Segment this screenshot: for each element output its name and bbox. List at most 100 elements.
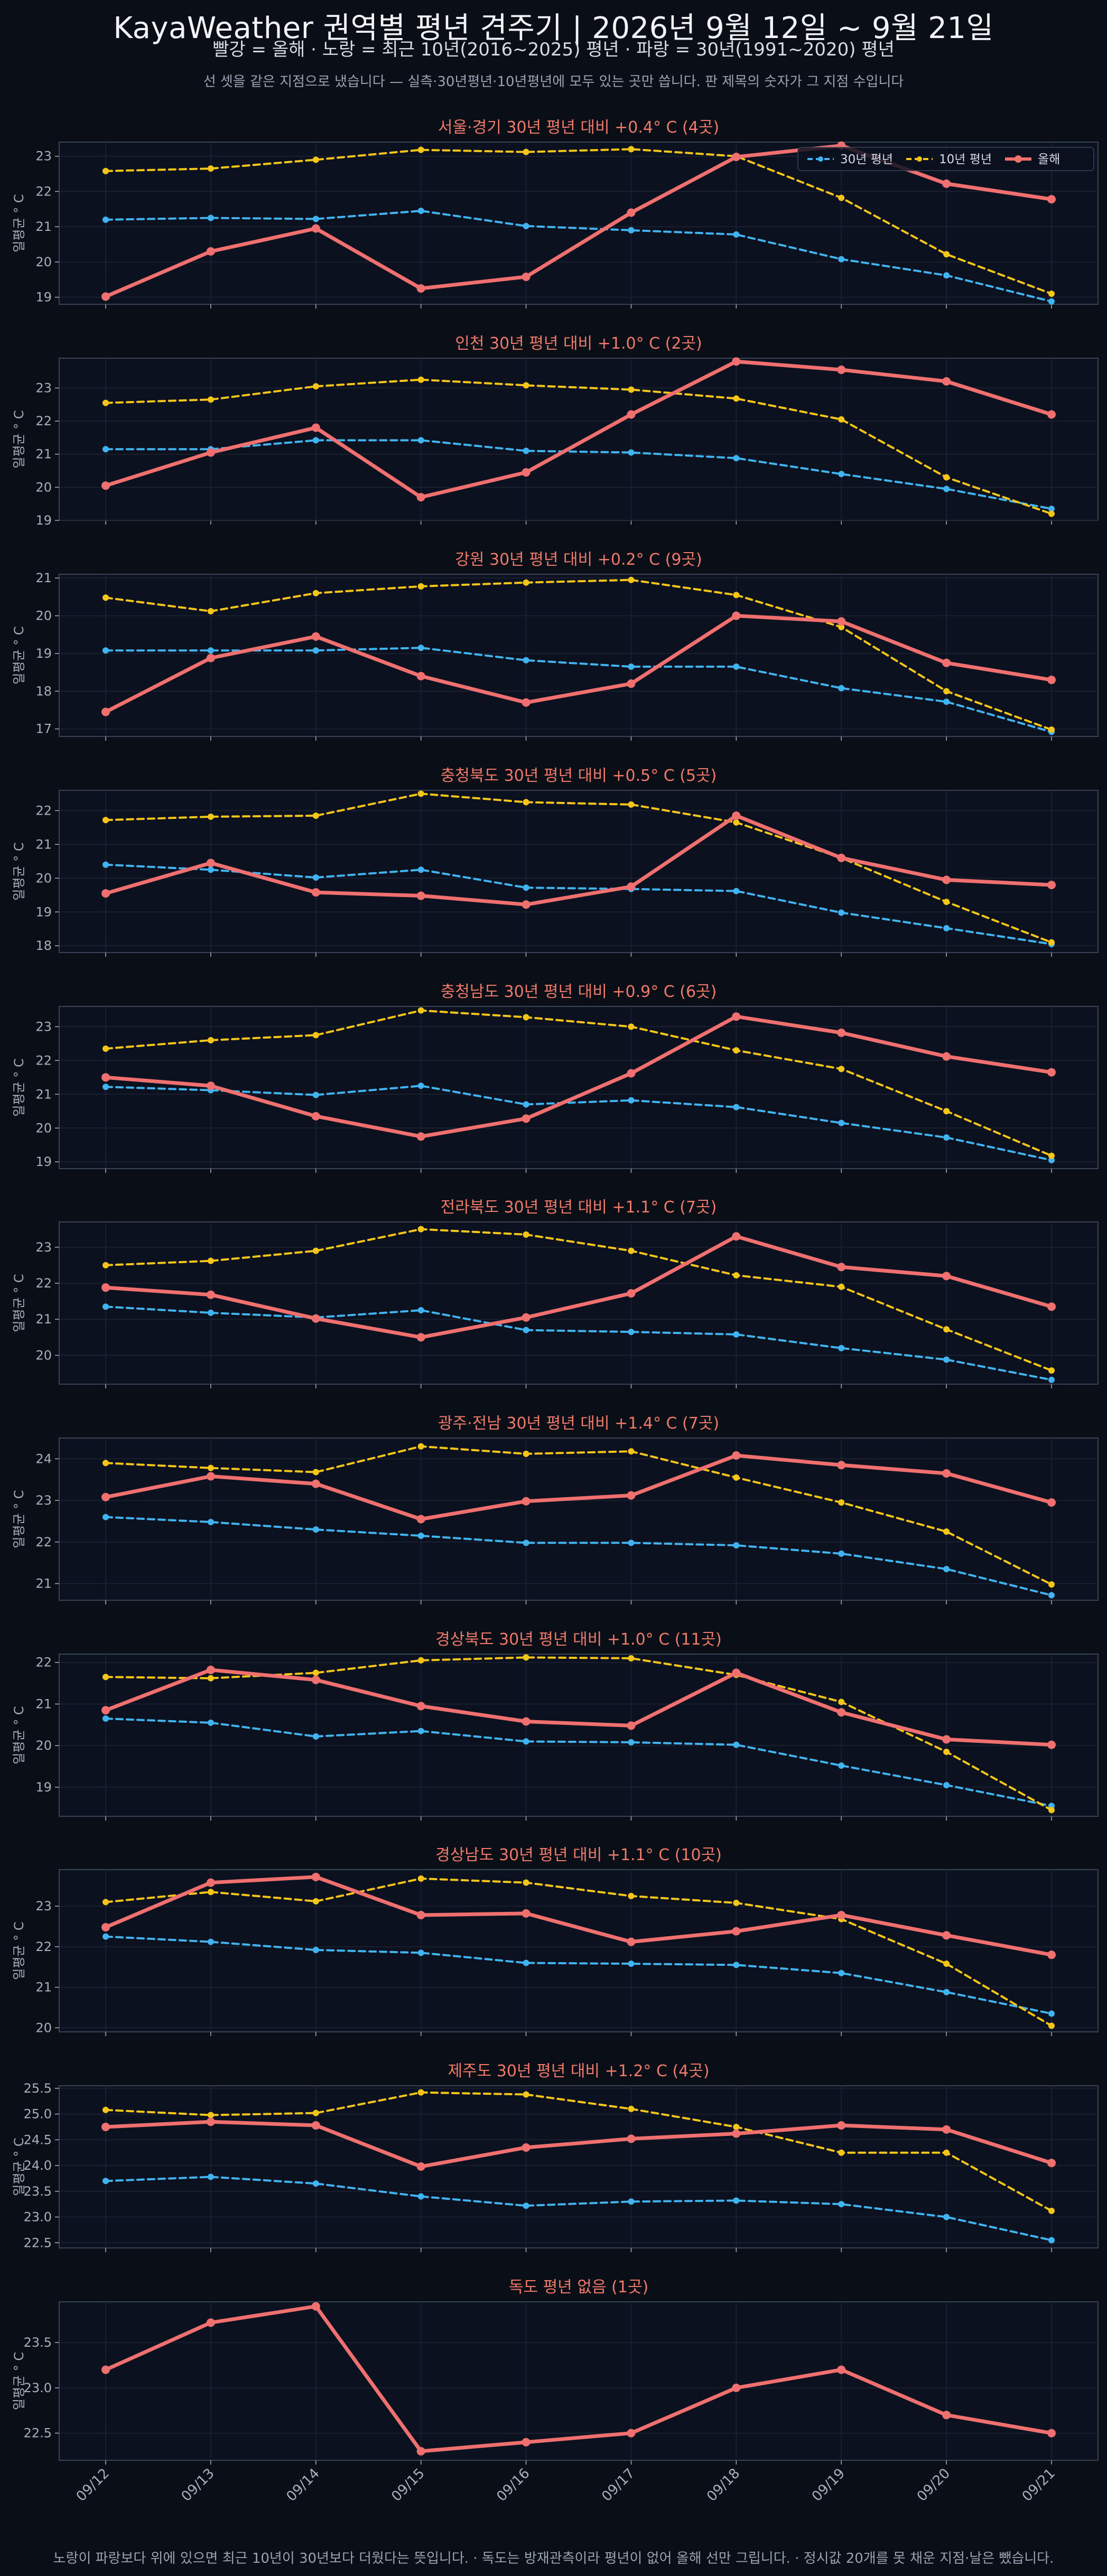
x-tick-label: 09/21 (1019, 2466, 1058, 2505)
normal-30y-point (628, 1097, 635, 1104)
normal-10y-point (103, 2106, 109, 2113)
this-year-point (1047, 1302, 1056, 1311)
this-year-point (942, 658, 951, 667)
normal-30y-point (103, 446, 109, 453)
normal-30y-point (207, 1519, 214, 1526)
normal-10y-point (1048, 1581, 1055, 1588)
normal-10y-point (207, 1675, 214, 1682)
normal-10y-point (628, 386, 635, 393)
y-tick-label: 22 (35, 184, 52, 199)
normal-10y-point (103, 1674, 109, 1681)
normal-30y-point (943, 925, 950, 931)
y-tick-label: 24.5 (24, 2132, 52, 2147)
this-year-point (837, 1910, 846, 1919)
normal-30y-point (733, 1104, 740, 1110)
x-tick-label: 09/14 (284, 2466, 323, 2505)
this-year-point (101, 481, 110, 490)
normal-30y-point (523, 222, 529, 229)
this-year-point (101, 1073, 110, 1082)
y-tick-label: 22.5 (24, 2235, 52, 2250)
panel-title: 제주도 30년 평년 대비 +1.2° C (4곳) (448, 2062, 709, 2080)
normal-10y-point (523, 1450, 529, 1457)
normal-30y-point (417, 645, 424, 651)
normal-30y-point (207, 2173, 214, 2180)
normal-30y-line (105, 1718, 1053, 1807)
this-year-line (104, 2304, 1054, 2453)
panel-frame (59, 790, 1099, 953)
normal-30y-point (1048, 1376, 1055, 1383)
this-year-point (522, 1497, 531, 1506)
this-year-point (206, 1472, 215, 1481)
x-tick-label: 09/15 (388, 2466, 427, 2505)
this-year-point (627, 1069, 636, 1078)
normal-10y-point (838, 1499, 845, 1506)
this-year-point (837, 1028, 846, 1037)
normal-10y-point (523, 1014, 529, 1021)
normal-10y-point (733, 592, 740, 599)
legend-swatch-point (818, 156, 823, 162)
legend-entry-label: 올해 (1038, 153, 1060, 166)
normal-30y-point (628, 663, 635, 670)
this-year-point (627, 1937, 636, 1946)
this-year-point (1047, 195, 1056, 204)
this-year-point (837, 2121, 846, 2130)
chart-panel-7: 19 20 21 22 일평균 ° C 경상북도 30년 평년 대비 +1.0° C (1… (12, 1630, 1099, 1821)
panel-title: 광주·전남 30년 평년 대비 +1.4° C (7곳) (438, 1414, 719, 1433)
this-year-point (311, 423, 320, 432)
this-year-point (416, 1515, 425, 1524)
this-year-point (627, 2134, 636, 2143)
normal-30y-point (417, 1307, 424, 1314)
legend-entry-label: 30년 평년 (840, 153, 893, 166)
y-tick-label: 22 (35, 1053, 52, 1068)
normal-10y-point (943, 688, 950, 695)
normal-30y-point (733, 1331, 740, 1338)
this-year-point (416, 1333, 425, 1342)
normal-10y-point (207, 1037, 214, 1043)
y-axis-label: 일평균 ° C (12, 2138, 26, 2196)
panel-frame (59, 358, 1099, 521)
normal-30y-point (628, 1539, 635, 1546)
y-tick-label: 17 (35, 722, 52, 736)
y-tick-label: 21 (35, 571, 52, 585)
y-tick-label: 23 (35, 380, 52, 395)
normal-10y-point (417, 790, 424, 797)
this-year-point (311, 2121, 320, 2130)
this-year-point (206, 654, 215, 662)
y-axis-label: 일평균 ° C (12, 1706, 26, 1764)
normal-30y-point (523, 1101, 529, 1108)
normal-30y-point (523, 1539, 529, 1546)
this-year-point (732, 2383, 741, 2392)
normal-30y-point (1048, 1592, 1055, 1599)
this-year-line (104, 1453, 1054, 1521)
this-year-point (101, 2122, 110, 2131)
normal-10y-point (838, 416, 845, 423)
this-year-line (104, 1668, 1054, 1747)
this-year-point (837, 1263, 846, 1272)
this-year-point (1047, 410, 1056, 419)
normal-10y-point (312, 590, 319, 596)
y-tick-label: 24.0 (24, 2158, 52, 2173)
normal-10y-point (943, 1326, 950, 1333)
this-year-point (942, 377, 951, 386)
y-tick-label: 22 (35, 414, 52, 428)
panel-title: 독도 평년 없음 (1곳) (509, 2278, 648, 2297)
normal-30y-point (523, 884, 529, 891)
this-year-point (942, 2411, 951, 2420)
this-year-line (104, 614, 1054, 714)
normal-30y-point (523, 1738, 529, 1745)
this-year-point (101, 1492, 110, 1501)
normal-30y-point (417, 208, 424, 214)
this-year-point (1047, 881, 1056, 890)
this-year-point (627, 2429, 636, 2438)
normal-10y-line (105, 578, 1053, 731)
this-year-point (627, 1289, 636, 1298)
normal-10y-point (417, 1226, 424, 1233)
y-tick-label: 21 (35, 1576, 52, 1591)
y-tick-label: 20 (35, 255, 52, 269)
chart-panel-3: 18 19 20 21 22 일평균 ° C 충청북도 30년 평년 대비 +0.5° C … (12, 767, 1099, 957)
normal-30y-point (1048, 506, 1055, 512)
normal-10y-point (1048, 2207, 1055, 2214)
y-tick-label: 21 (35, 1980, 52, 1995)
normal-10y-point (523, 382, 529, 389)
normal-30y-point (838, 1762, 845, 1769)
